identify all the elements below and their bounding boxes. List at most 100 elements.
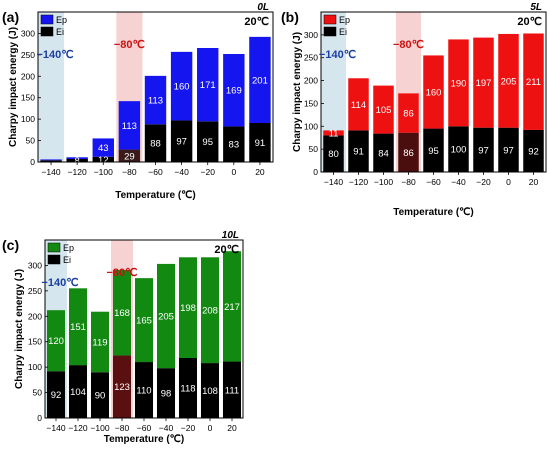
data-label-ep-7: 169 (226, 86, 242, 97)
y-tick-label-3: 150 (304, 98, 318, 108)
bar-ep-6 (473, 37, 494, 128)
data-label-ei-8: 92 (528, 146, 539, 157)
ref-temp-label: 20℃ (214, 244, 239, 256)
x-tick-label-6: −20 (201, 167, 216, 177)
bar-ei-3 (118, 149, 141, 162)
data-label-ei-5: 100 (451, 145, 467, 156)
x-tick-label-7: 0 (208, 423, 213, 433)
y-tick-label-0: 0 (37, 413, 42, 423)
data-label-ep-4: 160 (426, 88, 442, 99)
y-tick-label-3: 150 (21, 93, 35, 103)
annotation-low-temp: −140℃ (36, 49, 73, 61)
x-axis-title: Temperature (℃) (393, 207, 474, 218)
chart-panel-1: 8 124329113881139716095171831699120105010… (2, 2, 274, 201)
bar-ep-0 (46, 310, 66, 372)
bar-ei-5 (156, 368, 176, 418)
shade-band-low (38, 12, 65, 162)
bar-ep-1 (348, 78, 369, 131)
bar-ei-5 (170, 120, 193, 162)
data-label-ei-3: 86 (403, 148, 414, 159)
data-label-ei-2: 12 (98, 155, 109, 166)
sample-label: 10L (222, 230, 239, 241)
data-label-ep-7: 208 (202, 306, 218, 317)
annotation-low-temp: −140℃ (319, 49, 356, 61)
data-label-ep-7: 205 (501, 76, 517, 87)
y-axis-title: Charpy impact energy (J) (8, 27, 19, 147)
y-tick-label-3: 150 (28, 337, 42, 347)
y-tick-label-0: 0 (30, 157, 35, 167)
data-label-ei-4: 88 (150, 139, 161, 150)
legend-swatch-ei (323, 26, 337, 37)
data-label-ep-3: 113 (122, 121, 137, 132)
bar-ei-1 (68, 365, 88, 418)
bar-ei-2 (90, 372, 110, 418)
bar-ei-7 (498, 127, 519, 172)
bar-ei-0 (40, 160, 62, 162)
legend-label-ei: Ei (56, 27, 64, 37)
y-tick-label-2: 100 (28, 362, 42, 372)
bar-ei-1 (66, 159, 88, 162)
x-tick-label-0: −140 (41, 167, 60, 177)
x-tick-label-5: −40 (174, 167, 189, 177)
bar-ei-6 (197, 121, 219, 162)
bar-ep-4 (144, 75, 167, 125)
data-label-ep-1: 114 (351, 100, 366, 111)
sample-label: 5L (530, 2, 542, 13)
legend-swatch-ei (40, 26, 54, 37)
ref-temp-label: 20℃ (244, 16, 269, 28)
legend-label-ei: Ei (63, 255, 71, 265)
bar-ep-2 (373, 85, 394, 134)
bar-ei-7 (223, 126, 245, 162)
x-tick-label-2: −100 (374, 177, 393, 187)
legend-label-ei: Ei (339, 27, 347, 37)
data-label-ei-3: 123 (114, 382, 130, 393)
y-tick-label-4: 200 (28, 311, 42, 321)
y-tick-label-6: 300 (304, 30, 318, 40)
data-label-ep-8: 201 (252, 75, 268, 86)
panel-label: (a) (2, 9, 19, 25)
data-label-ep-8: 211 (526, 77, 541, 88)
data-label-ei-7: 108 (202, 386, 218, 397)
annotation-mid-temp: −80℃ (114, 39, 145, 51)
y-tick-label-4: 200 (304, 76, 318, 86)
data-label-ei-6: 95 (202, 137, 213, 148)
y-tick-label-4: 200 (21, 71, 35, 81)
chart-panel-2: 80 11 91 114 84 105 86 86 95 160 100 190 97 197 97 205 9… (281, 2, 547, 218)
bar-ep-4 (423, 55, 444, 129)
bar-ei-4 (423, 128, 444, 172)
x-tick-label-7: 0 (506, 177, 511, 187)
x-tick-label-1: −120 (68, 167, 87, 177)
y-tick-label-1: 50 (309, 144, 319, 154)
data-label-ep-1: 151 (70, 322, 86, 333)
x-tick-label-8: 20 (255, 167, 265, 177)
y-tick-label-5: 250 (304, 53, 318, 63)
bar-ei-5 (448, 126, 469, 172)
data-label-ei-1: 104 (70, 387, 86, 398)
x-tick-label-2: −100 (90, 423, 109, 433)
y-tick-label-1: 50 (33, 388, 43, 398)
data-label-ei-6: 118 (180, 383, 195, 394)
legend-label-ep: Ep (339, 15, 350, 25)
bar-ei-2 (373, 133, 394, 172)
x-tick-label-7: 0 (231, 167, 236, 177)
bar-ep-3 (118, 101, 141, 150)
data-label-ei-6: 97 (478, 145, 489, 156)
bar-ei-0 (46, 371, 66, 418)
ref-temp-label: 20℃ (517, 16, 542, 28)
chart-panel-3: 92 120 104 151 90 119 123 168 110 165 98 205 118 198 1… (2, 230, 244, 445)
bar-ep-3 (398, 93, 419, 133)
y-tick-label-6: 300 (21, 28, 35, 38)
annotation-mid-temp: −80℃ (393, 39, 424, 51)
legend-label-ep: Ep (56, 15, 67, 25)
x-tick-label-5: −40 (451, 177, 466, 187)
data-label-ep-6: 171 (200, 80, 216, 91)
bar-ei-6 (178, 357, 198, 418)
bar-ep-6 (178, 257, 198, 358)
data-label-ep-3: 86 (403, 109, 414, 120)
bar-ep-2 (90, 311, 110, 373)
data-label-ei-4: 95 (428, 146, 439, 157)
bar-ei-2 (92, 156, 114, 162)
data-label-ep-5: 190 (451, 78, 467, 89)
data-label-ep-2: 119 (92, 337, 107, 348)
